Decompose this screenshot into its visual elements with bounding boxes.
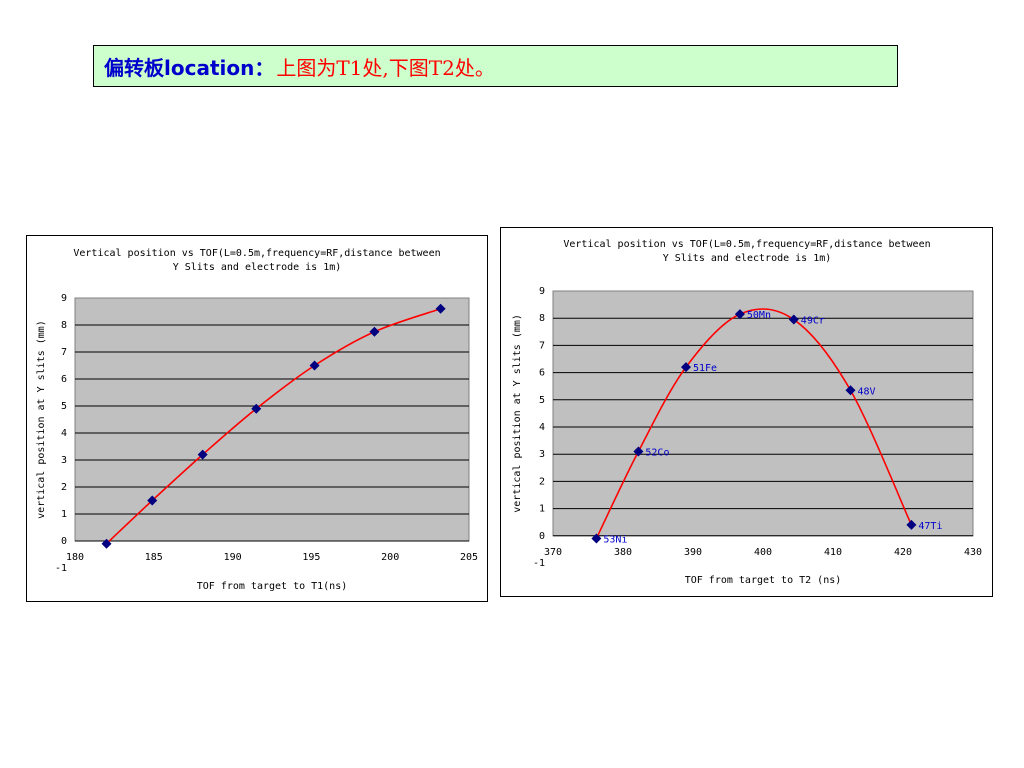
chart-t1-data-point: [101, 538, 112, 549]
chart-t2-y-tick-label: 0: [539, 531, 545, 542]
chart-t1-data-point: [251, 403, 262, 414]
chart-t1-data-point: [369, 326, 380, 337]
chart-t2-title-line: Y Slits and electrode is 1m): [663, 253, 832, 264]
chart-t1-y-tick-label: -1: [55, 563, 67, 574]
chart-t2-point-label: 48V: [858, 386, 876, 397]
chart-t1-y-tick-label: 4: [61, 428, 67, 439]
chart-t1-x-tick-label: 190: [224, 552, 242, 563]
chart-t1-y-tick-label: 3: [61, 455, 67, 466]
chart-t2-x-tick-label: 400: [754, 547, 772, 558]
chart-t2: Vertical position vs TOF(L=0.5m,frequenc…: [500, 227, 993, 597]
chart-t2-data-point: [906, 519, 917, 530]
chart-t1-data-point: [309, 360, 320, 371]
chart-t2-data-point: [734, 309, 745, 320]
chart-t2-y-tick-label: -1: [533, 558, 545, 569]
chart-t1-x-tick-label: 205: [460, 552, 478, 563]
header-prefix: 偏转板location：: [104, 55, 275, 80]
chart-t2-x-tick-label: 420: [894, 547, 912, 558]
chart-t1-x-tick-label: 180: [66, 552, 84, 563]
chart-t2-point-label: 53Ni: [603, 535, 627, 546]
chart-t1-data-point: [147, 495, 158, 506]
chart-t2-y-axis-label: vertical position at Y slits (mm): [512, 314, 523, 513]
chart-t2-x-tick-label: 430: [964, 547, 982, 558]
chart-t2-point-label: 50Mn: [747, 310, 771, 321]
chart-t1-x-axis-label: TOF from target to T1(ns): [197, 581, 348, 592]
chart-t2-title-line: Vertical position vs TOF(L=0.5m,frequenc…: [563, 239, 930, 250]
chart-t1-data-point: [435, 303, 446, 314]
chart-t2-y-tick-label: 6: [539, 368, 545, 379]
chart-t1-y-tick-label: 5: [61, 401, 67, 412]
chart-t1-plot-area: [74, 297, 470, 542]
chart-t1-svg: Vertical position vs TOF(L=0.5m,frequenc…: [36, 248, 478, 592]
chart-t2-x-tick-label: 380: [614, 547, 632, 558]
chart-t2-y-tick-label: 1: [539, 504, 545, 515]
header-banner: 偏转板location： 上图为T1处,下图T2处。: [93, 45, 898, 87]
chart-t2-y-tick-label: 2: [539, 476, 545, 487]
chart-t2-plot-area: [552, 290, 974, 537]
chart-t2-data-point: [633, 446, 644, 457]
chart-t1-y-tick-label: 6: [61, 374, 67, 385]
chart-t2-y-tick-label: 5: [539, 395, 545, 406]
chart-t1-x-tick-label: 185: [145, 552, 163, 563]
chart-t2-point-label: 51Fe: [693, 363, 717, 374]
chart-t2-y-tick-label: 8: [539, 313, 545, 324]
chart-t2-svg: Vertical position vs TOF(L=0.5m,frequenc…: [512, 239, 982, 586]
chart-t2-data-point: [591, 533, 602, 544]
chart-t1-x-tick-label: 200: [381, 552, 399, 563]
chart-t2-y-tick-label: 3: [539, 449, 545, 460]
chart-t1-y-tick-label: 8: [61, 320, 67, 331]
chart-t2-x-tick-label: 390: [684, 547, 702, 558]
chart-t1-y-tick-label: 9: [61, 293, 67, 304]
chart-t1-y-axis-label: vertical position at Y slits (mm): [36, 320, 47, 519]
chart-t1-title-line: Vertical position vs TOF(L=0.5m,frequenc…: [73, 248, 440, 259]
chart-t2-data-point: [788, 314, 799, 325]
chart-t1-y-tick-label: 7: [61, 347, 67, 358]
chart-t2-x-tick-label: 370: [544, 547, 562, 558]
header-text: 上图为T1处,下图T2处。: [276, 55, 495, 80]
chart-t2-x-axis-label: TOF from target to T2 (ns): [685, 575, 842, 586]
chart-t1-y-tick-label: 0: [61, 536, 67, 547]
chart-t2-y-tick-label: 7: [539, 340, 545, 351]
chart-t2-data-point: [845, 385, 856, 396]
chart-t2-data-point: [681, 362, 691, 373]
chart-t1-y-tick-label: 1: [61, 509, 67, 520]
chart-t1: Vertical position vs TOF(L=0.5m,frequenc…: [26, 235, 488, 602]
chart-t2-point-label: 47Ti: [918, 521, 942, 532]
chart-t2-point-label: 49Cr: [801, 316, 825, 327]
chart-t1-data-point: [197, 449, 208, 460]
chart-t1-x-tick-label: 195: [302, 552, 320, 563]
chart-t1-y-tick-label: 2: [61, 482, 67, 493]
chart-t1-title-line: Y Slits and electrode is 1m): [173, 262, 342, 273]
chart-t2-x-tick-label: 410: [824, 547, 842, 558]
chart-t2-y-tick-label: 4: [539, 422, 545, 433]
chart-t2-y-tick-label: 9: [539, 286, 545, 297]
chart-t2-point-label: 52Co: [645, 447, 669, 458]
